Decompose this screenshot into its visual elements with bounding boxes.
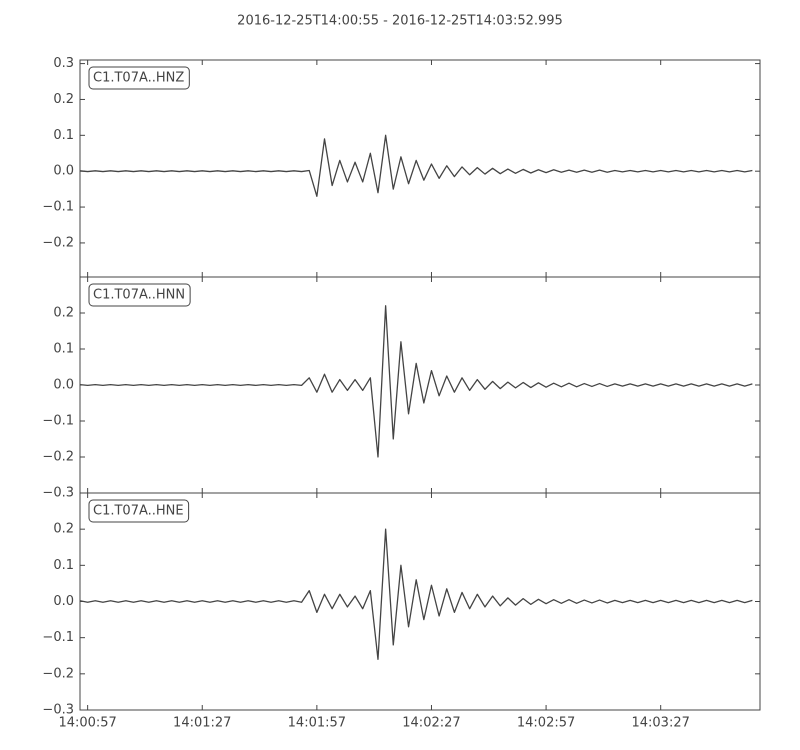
waveform (79, 528, 753, 661)
legend-box (88, 66, 190, 90)
x-tick-label: 14:02:27 (402, 716, 460, 731)
x-tick-label: 14:00:57 (58, 716, 116, 731)
y-tick-label: 0.0 (53, 594, 74, 609)
y-tick-label: −0.2 (42, 666, 74, 681)
y-tick-label: 0.2 (53, 306, 74, 321)
y-tick-label: 0.1 (53, 342, 74, 357)
legend-label: C1.T07A..HNE (93, 504, 184, 519)
y-tick-label: −0.1 (42, 414, 74, 429)
y-tick-label: −0.1 (42, 200, 74, 215)
y-tick-label: −0.1 (42, 630, 74, 645)
y-tick-label: −0.2 (42, 235, 74, 250)
y-tick-label: 0.1 (53, 128, 74, 143)
waveform (79, 305, 753, 458)
legend-label: C1.T07A..HNZ (93, 71, 184, 86)
legend-box (88, 499, 190, 523)
y-tick-label: −0.2 (42, 450, 74, 465)
y-tick-label: 0.0 (53, 164, 74, 179)
chart-title: 2016-12-25T14:00:55 - 2016-12-25T14:03:5… (237, 14, 563, 29)
y-tick-label: 0.2 (53, 522, 74, 537)
x-tick-label: 14:03:27 (631, 716, 689, 731)
legend-label: C1.T07A..HNN (93, 288, 185, 303)
y-tick-label: 0.1 (53, 558, 74, 573)
y-tick-label: −0.3 (42, 486, 74, 501)
y-tick-label: −0.3 (42, 703, 74, 718)
y-tick-label: 0.3 (53, 56, 74, 71)
x-tick-label: 14:01:27 (173, 716, 231, 731)
y-tick-label: 0.0 (53, 378, 74, 393)
legend-box (88, 283, 191, 307)
waveform (79, 134, 753, 197)
y-tick-label: 0.2 (53, 92, 74, 107)
x-tick-label: 14:01:57 (288, 716, 346, 731)
x-tick-label: 14:02:57 (517, 716, 575, 731)
